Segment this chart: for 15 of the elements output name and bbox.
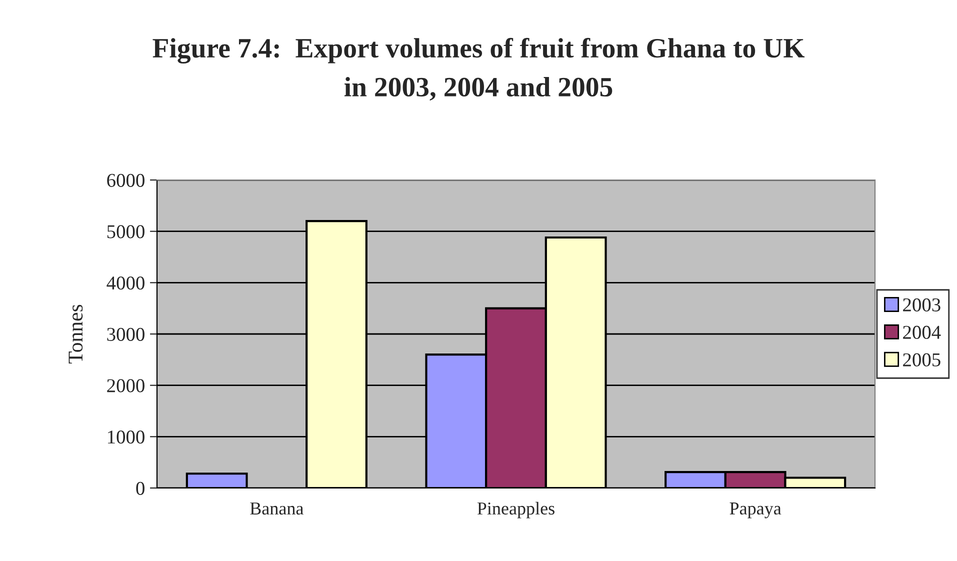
chart-title: Figure 7.4: Export volumes of fruit from Ghana to UK in 2003, 2004 and 2005 xyxy=(152,38,805,101)
y-tick-label: 2000 xyxy=(107,379,144,392)
x-tick-label: Pineapples xyxy=(477,502,554,518)
legend-label: 2003 xyxy=(903,298,940,312)
y-tick-label: 4000 xyxy=(106,276,144,290)
y-tick-label: 6000 xyxy=(107,174,144,187)
y-tick-label: 0 xyxy=(136,482,144,495)
legend-label: 2005 xyxy=(903,353,940,366)
y-tick-label: 3000 xyxy=(107,328,144,341)
y-tick-label: 1000 xyxy=(108,430,144,444)
y-axis-title: Tonnes xyxy=(68,304,83,364)
y-tick-label: 5000 xyxy=(107,225,144,238)
x-tick-label: Banana xyxy=(250,502,304,515)
x-tick-label: Papaya xyxy=(730,502,782,518)
legend-label: 2004 xyxy=(903,326,941,339)
